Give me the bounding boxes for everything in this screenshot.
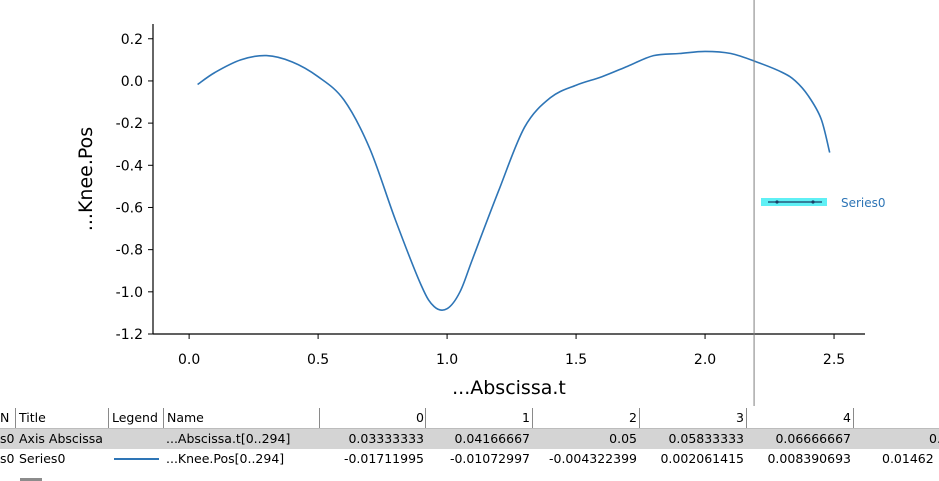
x-tick-label: 1.5	[565, 352, 587, 368]
y-tick-label: 0.2	[121, 32, 143, 48]
row-n: s0	[0, 451, 15, 466]
cell-value: 0.002061415	[660, 451, 744, 466]
cell-value: 0.04166667	[454, 431, 530, 446]
x-tick-label: 0.5	[307, 352, 329, 368]
y-tick-label: 0.0	[121, 74, 143, 90]
column-header-name[interactable]: Name	[167, 410, 204, 425]
x-tick-label: 2.0	[694, 352, 716, 368]
cell-value: 0.01462	[882, 451, 934, 466]
row-title: Series0	[19, 451, 66, 466]
row-legend-line-icon	[114, 458, 159, 460]
series-line-series0	[197, 50, 831, 311]
horizontal-scrollbar-thumb[interactable]	[20, 478, 42, 481]
cell-value: 0.	[929, 431, 939, 446]
y-tick-label: -1.2	[116, 327, 143, 343]
y-tick-label: -1.0	[116, 285, 143, 301]
y-axis-title: ...Knee.Pos	[75, 127, 97, 231]
column-header-n[interactable]: N	[0, 410, 10, 425]
table-row[interactable]: s0 Series0 ...Knee.Pos[0..294] -0.017119…	[0, 449, 939, 469]
column-header-title[interactable]: Title	[19, 410, 46, 425]
legend-label-series0: Series0	[841, 196, 886, 210]
y-tick-label: -0.6	[116, 200, 143, 216]
y-tick-label: -0.2	[116, 116, 143, 132]
row-title: Axis Abscissa	[19, 431, 103, 446]
axis-ticks: 0.0 0.5 1.0 1.5 2.0 2.5 0.2 0.0 -0.2 -0.4 -0.6 -0.8…	[116, 32, 846, 368]
x-tick-label: 1.0	[436, 352, 458, 368]
column-header-2[interactable]: 2	[629, 410, 637, 425]
column-header-legend[interactable]: Legend	[112, 410, 158, 425]
table-row[interactable]: s0 Axis Abscissa ...Abscissa.t[0..294] 0…	[0, 429, 939, 449]
cell-value: 0.06666667	[775, 431, 851, 446]
row-name: ...Knee.Pos[0..294]	[166, 451, 285, 466]
x-axis-title: ...Abscissa.t	[452, 377, 566, 399]
table-header-row: N Title Legend Name 0 1 2 3 4	[0, 408, 939, 428]
column-header-0[interactable]: 0	[416, 410, 424, 425]
cell-value: 0.05833333	[668, 431, 744, 446]
x-tick-label: 2.5	[823, 352, 845, 368]
row-name: ...Abscissa.t[0..294]	[166, 431, 291, 446]
cell-value: 0.03333333	[348, 431, 424, 446]
row-n: s0	[0, 431, 15, 446]
cell-value: -0.01711995	[343, 451, 424, 466]
cell-value: -0.004322399	[548, 451, 637, 466]
column-header-1[interactable]: 1	[522, 410, 530, 425]
column-header-4[interactable]: 4	[843, 410, 851, 425]
legend-marker	[811, 200, 815, 204]
cell-value: -0.01072997	[449, 451, 530, 466]
cell-value: 0.008390693	[767, 451, 851, 466]
data-table: N Title Legend Name 0 1 2 3 4 s0 Axis Ab…	[0, 408, 939, 481]
column-header-3[interactable]: 3	[736, 410, 744, 425]
legend-marker	[775, 200, 779, 204]
x-tick-label: 0.0	[178, 352, 200, 368]
cell-value: 0.05	[609, 431, 637, 446]
y-tick-label: -0.8	[116, 243, 143, 259]
legend[interactable]: Series0	[761, 196, 886, 210]
chart: 0.0 0.5 1.0 1.5 2.0 2.5 0.2 0.0 -0.2 -0.4 -0.6 -0.8…	[75, 0, 886, 406]
y-tick-label: -0.4	[116, 158, 143, 174]
